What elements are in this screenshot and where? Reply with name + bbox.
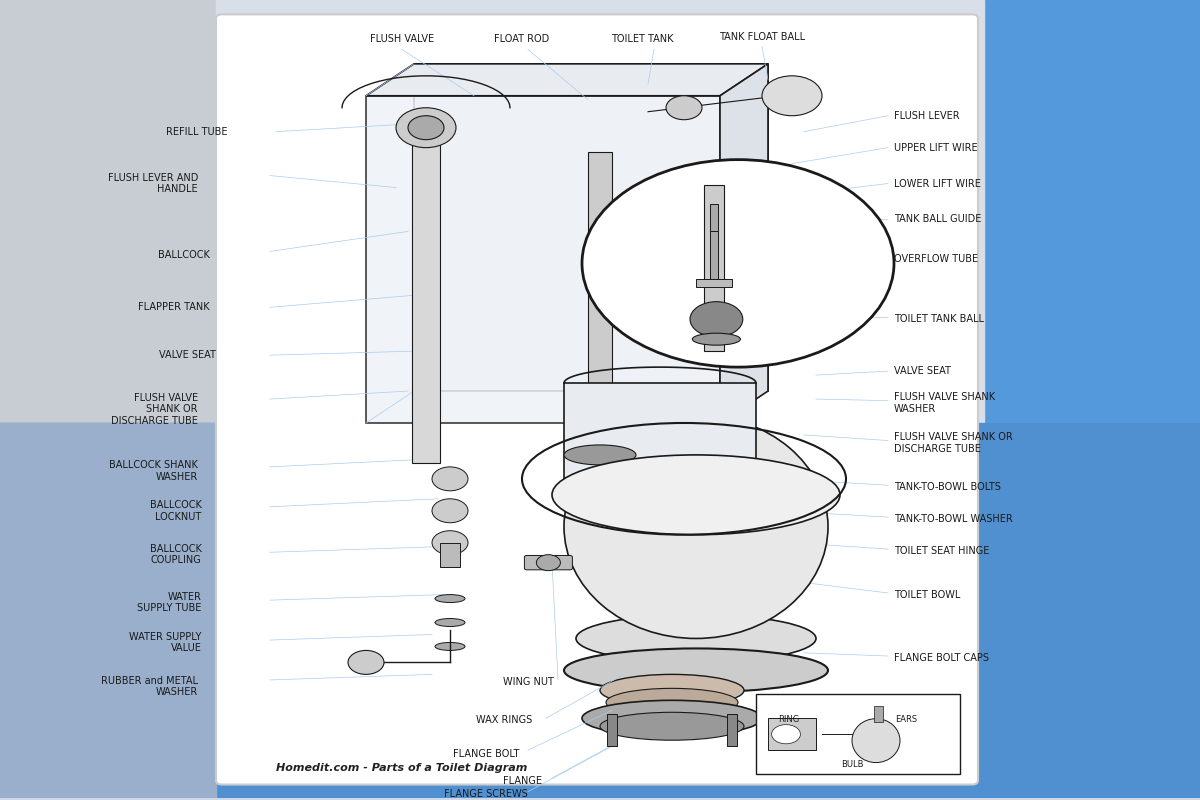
- Circle shape: [396, 108, 456, 148]
- Circle shape: [582, 160, 894, 367]
- Text: UPPER LIFT WIRE: UPPER LIFT WIRE: [894, 142, 978, 153]
- Bar: [414, 64, 768, 391]
- Bar: [588, 152, 612, 455]
- Ellipse shape: [436, 594, 466, 602]
- Bar: [216, 0, 984, 798]
- Circle shape: [348, 650, 384, 674]
- Text: FLUSH LEVER: FLUSH LEVER: [894, 110, 960, 121]
- Ellipse shape: [564, 445, 636, 465]
- Text: Homedit.com - Parts of a Toilet Diagram: Homedit.com - Parts of a Toilet Diagram: [276, 762, 527, 773]
- Circle shape: [432, 467, 468, 491]
- Ellipse shape: [582, 700, 762, 736]
- Ellipse shape: [564, 649, 828, 692]
- Circle shape: [432, 499, 468, 522]
- Bar: [696, 279, 732, 287]
- Text: WING NUT: WING NUT: [503, 678, 553, 687]
- Text: BALLCOCK: BALLCOCK: [158, 250, 210, 260]
- Ellipse shape: [852, 718, 900, 762]
- Text: EARS: EARS: [895, 715, 917, 724]
- Ellipse shape: [552, 455, 840, 534]
- Text: LOWER LIFT WIRE: LOWER LIFT WIRE: [894, 178, 980, 189]
- Circle shape: [690, 302, 743, 337]
- Text: TOILET TANK BALL: TOILET TANK BALL: [894, 314, 984, 324]
- FancyBboxPatch shape: [216, 14, 978, 785]
- Text: TOILET TANK: TOILET TANK: [611, 34, 673, 44]
- Text: BALLCOCK
COUPLING: BALLCOCK COUPLING: [150, 544, 202, 566]
- Bar: [0, 423, 1200, 798]
- Text: FLUSH VALVE
SHANK OR
DISCHARGE TUBE: FLUSH VALVE SHANK OR DISCHARGE TUBE: [112, 393, 198, 426]
- Bar: [710, 231, 718, 279]
- Circle shape: [408, 116, 444, 140]
- Bar: [756, 694, 960, 774]
- Text: TANK BALL GUIDE: TANK BALL GUIDE: [894, 214, 982, 225]
- Text: FLANGE SCREWS: FLANGE SCREWS: [444, 789, 528, 799]
- Bar: [564, 383, 756, 487]
- Ellipse shape: [600, 712, 744, 740]
- Ellipse shape: [436, 618, 466, 626]
- Bar: [366, 96, 720, 423]
- Text: OVERFLOW TUBE: OVERFLOW TUBE: [894, 254, 978, 264]
- Polygon shape: [720, 64, 768, 423]
- Bar: [0, 423, 216, 798]
- Text: REFILL TUBE: REFILL TUBE: [167, 126, 228, 137]
- Text: TANK-TO-BOWL WASHER: TANK-TO-BOWL WASHER: [894, 514, 1013, 524]
- Circle shape: [666, 96, 702, 120]
- Bar: [874, 706, 883, 722]
- Text: VALVE SEAT: VALVE SEAT: [894, 366, 950, 376]
- Ellipse shape: [576, 614, 816, 662]
- Bar: [984, 0, 1200, 798]
- Ellipse shape: [436, 642, 466, 650]
- Circle shape: [772, 725, 800, 744]
- Bar: [768, 718, 816, 750]
- Text: FLANGE: FLANGE: [503, 775, 541, 786]
- Bar: [710, 203, 718, 231]
- Text: TOILET BOWL: TOILET BOWL: [894, 590, 960, 599]
- Bar: [440, 542, 460, 566]
- Text: FLOAT ROD: FLOAT ROD: [494, 34, 550, 44]
- Circle shape: [536, 554, 560, 570]
- Text: TANK FLOAT BALL: TANK FLOAT BALL: [719, 31, 805, 42]
- Bar: [727, 714, 737, 746]
- Ellipse shape: [692, 333, 740, 345]
- FancyBboxPatch shape: [524, 555, 572, 570]
- Text: FLAPPER TANK: FLAPPER TANK: [138, 302, 210, 312]
- Text: RUBBER and METAL
WASHER: RUBBER and METAL WASHER: [101, 675, 198, 697]
- Bar: [412, 128, 440, 463]
- Text: FLUSH VALVE: FLUSH VALVE: [370, 34, 434, 44]
- Text: WAX RINGS: WAX RINGS: [476, 715, 532, 725]
- Text: BALLCOCK
LOCKNUT: BALLCOCK LOCKNUT: [150, 500, 202, 522]
- Bar: [607, 714, 617, 746]
- Text: TANK-TO-BOWL BOLTS: TANK-TO-BOWL BOLTS: [894, 482, 1001, 492]
- Text: FLANGE BOLT CAPS: FLANGE BOLT CAPS: [894, 654, 989, 663]
- Text: FLUSH VALVE SHANK OR
DISCHARGE TUBE: FLUSH VALVE SHANK OR DISCHARGE TUBE: [894, 432, 1013, 454]
- Text: RING: RING: [778, 715, 799, 724]
- Text: WATER
SUPPLY TUBE: WATER SUPPLY TUBE: [137, 592, 202, 614]
- Bar: [704, 185, 724, 351]
- Polygon shape: [366, 64, 768, 96]
- Text: FLUSH LEVER AND
HANDLE: FLUSH LEVER AND HANDLE: [108, 173, 198, 194]
- Text: TOILET SEAT HINGE: TOILET SEAT HINGE: [894, 546, 989, 556]
- Bar: [0, 0, 216, 798]
- Circle shape: [762, 76, 822, 116]
- Text: FLANGE BOLT: FLANGE BOLT: [452, 749, 520, 759]
- Text: FLUSH VALVE SHANK
WASHER: FLUSH VALVE SHANK WASHER: [894, 392, 995, 414]
- Text: BALLCOCK SHANK
WASHER: BALLCOCK SHANK WASHER: [109, 460, 198, 482]
- Text: WATER SUPPLY
VALUE: WATER SUPPLY VALUE: [130, 632, 202, 654]
- Ellipse shape: [606, 688, 738, 716]
- Circle shape: [432, 530, 468, 554]
- Text: VALVE SEAT: VALVE SEAT: [160, 350, 216, 360]
- Text: BULB: BULB: [841, 760, 863, 769]
- Ellipse shape: [600, 674, 744, 706]
- Ellipse shape: [564, 415, 828, 638]
